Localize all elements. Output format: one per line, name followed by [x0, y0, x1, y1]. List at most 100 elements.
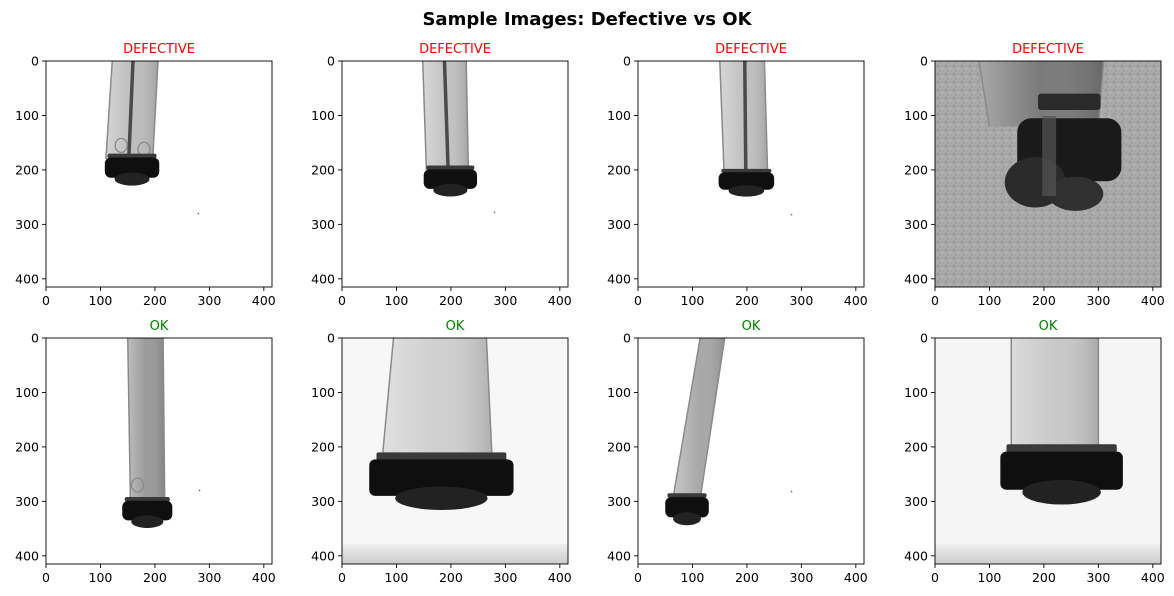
x-tick-label: 300 — [493, 293, 517, 308]
x-tick-label: 0 — [634, 293, 642, 308]
floor-band — [935, 543, 1161, 564]
x-tick-label: 300 — [1086, 293, 1110, 308]
x-tick-label: 100 — [385, 293, 409, 308]
y-tick-label: 100 — [311, 385, 335, 400]
image-background — [638, 338, 864, 564]
cap-body — [1000, 451, 1123, 490]
cap-bottom — [1022, 479, 1101, 505]
x-tick-label: 0 — [338, 570, 346, 585]
cap-rim — [667, 493, 707, 498]
x-tick-label: 0 — [931, 570, 939, 585]
y-tick-label: 100 — [904, 385, 928, 400]
speck-mark — [493, 211, 496, 214]
y-tick-label: 200 — [904, 162, 928, 177]
tube-edge-left — [672, 338, 701, 497]
y-tick-label: 400 — [607, 271, 631, 286]
subplot-title: OK — [742, 319, 761, 334]
axes-frame — [341, 337, 569, 565]
sample-image — [46, 61, 272, 287]
x-tick-label: 400 — [548, 293, 572, 308]
axes-frame — [341, 60, 569, 288]
x-tick-label: 0 — [634, 570, 642, 585]
cap-rim — [426, 165, 475, 170]
cap-body — [104, 157, 160, 178]
subplot-title: DEFECTIVE — [123, 42, 195, 57]
x-tick-label: 200 — [735, 293, 759, 308]
y-tick-label: 100 — [15, 108, 39, 123]
cap-bottom — [728, 185, 765, 197]
tube-shading — [673, 338, 725, 496]
tube-center-rod — [442, 61, 450, 172]
tube-edge-left — [382, 338, 395, 453]
cap-rim — [376, 452, 507, 461]
x-tick-label: 200 — [1032, 293, 1056, 308]
y-tick-label: 0 — [920, 331, 928, 346]
tube-shading — [127, 338, 165, 502]
y-tick-label: 200 — [311, 162, 335, 177]
tube-shading — [1011, 338, 1099, 447]
x-tick-label: 300 — [197, 570, 221, 585]
tube-edge-left — [978, 61, 991, 127]
x-tick-label: 0 — [931, 293, 939, 308]
cap-body — [665, 497, 709, 518]
y-tick-label: 200 — [904, 439, 928, 454]
x-tick-label: 400 — [844, 570, 868, 585]
x-tick-label: 400 — [252, 570, 276, 585]
axes-frame — [934, 337, 1162, 565]
cap-body — [718, 172, 775, 190]
y-tick-label: 100 — [607, 385, 631, 400]
x-tick-label: 100 — [385, 570, 409, 585]
tube-edge-left — [105, 61, 114, 160]
tube-center-rod — [743, 61, 748, 175]
cap-rim — [107, 153, 157, 159]
sample-image — [342, 338, 568, 564]
cap-body — [369, 459, 514, 496]
cap-highlight — [1042, 116, 1057, 197]
sample-image — [935, 338, 1161, 564]
x-tick-label: 300 — [493, 570, 517, 585]
y-tick-label: 300 — [311, 494, 335, 509]
y-tick-label: 400 — [311, 271, 335, 286]
x-tick-label: 100 — [978, 570, 1002, 585]
y-tick-label: 0 — [327, 54, 335, 69]
y-tick-label: 400 — [904, 548, 928, 563]
sample-image — [342, 61, 568, 287]
y-tick-label: 400 — [607, 548, 631, 563]
axes-frame — [934, 60, 1162, 288]
y-tick-label: 0 — [623, 54, 631, 69]
sample-image — [46, 338, 272, 564]
y-tick-label: 0 — [327, 331, 335, 346]
subplot-title: DEFECTIVE — [715, 42, 787, 57]
y-tick-label: 0 — [920, 54, 928, 69]
tube-shading — [979, 61, 1104, 127]
speck-mark — [197, 212, 200, 215]
image-background — [46, 61, 272, 287]
x-tick-label: 400 — [1141, 293, 1165, 308]
tube-edge-left — [421, 61, 428, 170]
x-tick-label: 400 — [844, 293, 868, 308]
x-tick-label: 200 — [735, 570, 759, 585]
y-tick-label: 300 — [904, 494, 928, 509]
axes-frame — [637, 60, 865, 288]
x-tick-label: 100 — [89, 570, 113, 585]
figure-title: Sample Images: Defective vs OK — [422, 9, 752, 30]
bubble-mark — [130, 477, 145, 493]
axes-frame — [637, 337, 865, 565]
y-tick-label: 200 — [15, 162, 39, 177]
x-tick-label: 200 — [143, 570, 167, 585]
cap-rim — [721, 168, 772, 173]
subplot-title: OK — [446, 319, 465, 334]
x-tick-label: 100 — [978, 293, 1002, 308]
sample-image — [638, 61, 864, 287]
cap-bottom — [433, 183, 468, 197]
tube-edge-right — [699, 338, 726, 497]
tube-edge-right — [162, 338, 166, 502]
y-tick-label: 400 — [311, 548, 335, 563]
